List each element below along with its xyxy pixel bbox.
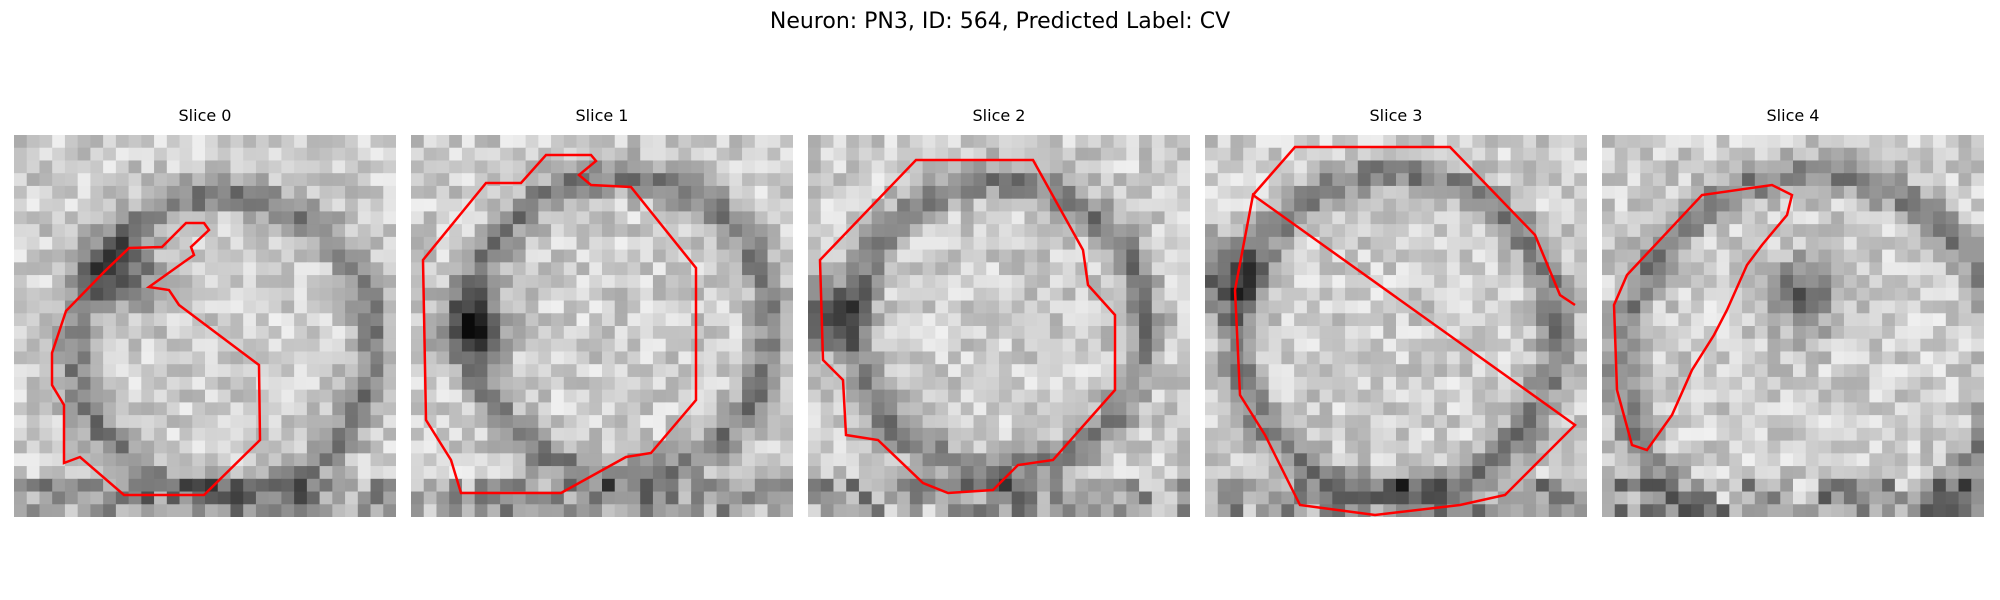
contour-outline	[50, 221, 262, 497]
slice-image	[411, 135, 793, 517]
contour-outline	[421, 153, 698, 495]
contour-outline	[1233, 145, 1577, 517]
slice-image	[14, 135, 396, 517]
slice-title: Slice 3	[1369, 106, 1423, 125]
slice-panel-0: Slice 0	[14, 105, 396, 517]
slice-panel-1: Slice 1	[411, 105, 793, 517]
slice-panel-3: Slice 3	[1205, 105, 1587, 517]
slice-image	[1205, 135, 1587, 517]
slice-title: Slice 2	[972, 106, 1026, 125]
slice-panel-2: Slice 2	[808, 105, 1190, 517]
slice-image	[1602, 135, 1984, 517]
contour-outline	[818, 158, 1117, 495]
slice-title: Slice 1	[575, 106, 629, 125]
slice-title: Slice 4	[1766, 106, 1820, 125]
slice-panel-4: Slice 4	[1602, 105, 1984, 517]
slice-title: Slice 0	[178, 106, 232, 125]
contour-outline	[1612, 183, 1794, 452]
figure-title: Neuron: PN3, ID: 564, Predicted Label: C…	[769, 9, 1231, 34]
slice-image	[808, 135, 1190, 517]
